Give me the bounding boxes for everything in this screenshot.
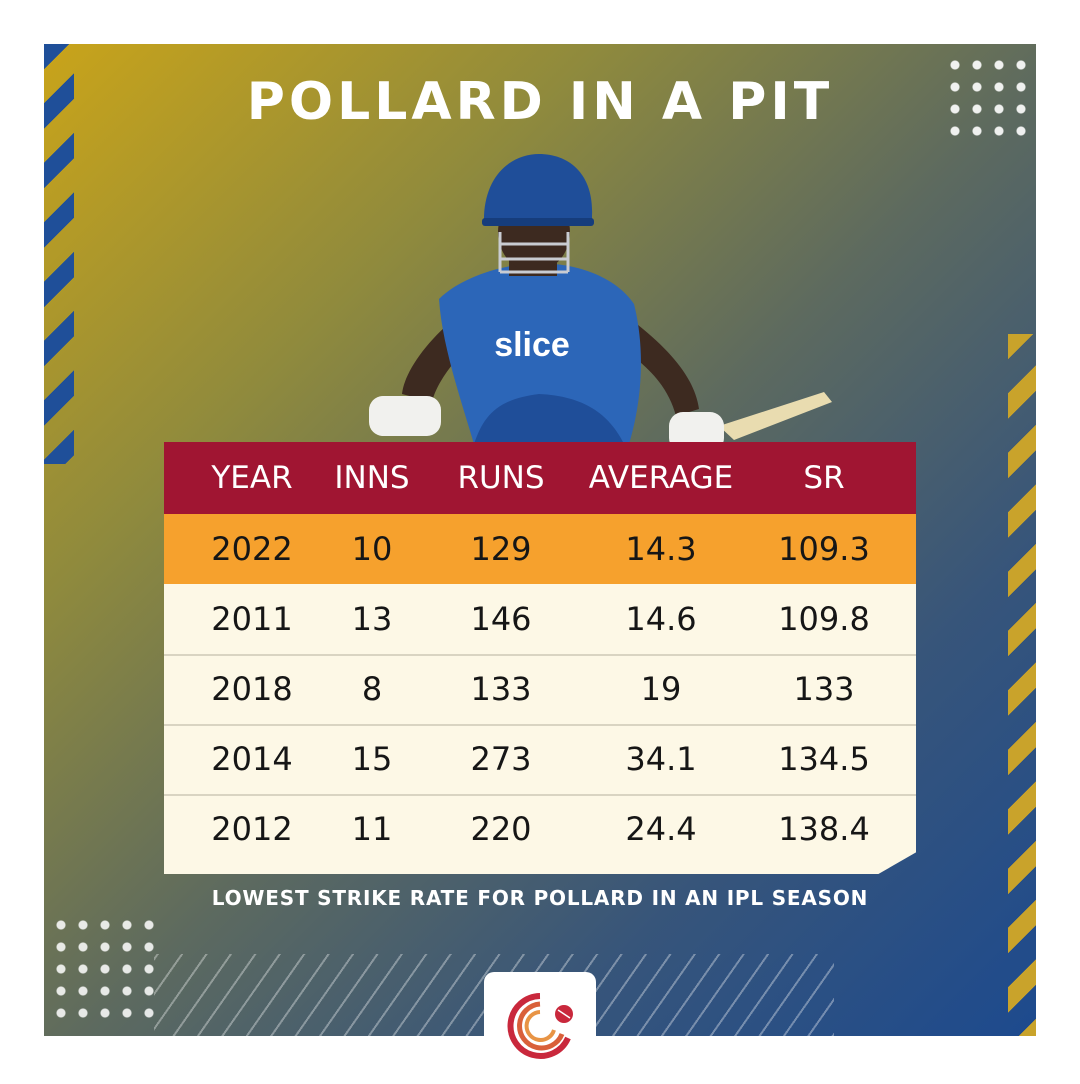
- page-title: POLLARD IN A PIT: [246, 72, 834, 132]
- table-cell-runs: 129: [470, 530, 532, 568]
- table-cell-inns: 8: [361, 670, 383, 708]
- table-cell-average: 14.3: [625, 530, 697, 568]
- table-cell-runs: 273: [470, 740, 532, 778]
- table-row: 2014 15 273 34.1 134.5: [164, 724, 916, 796]
- table-cell-inns: 10: [351, 530, 393, 568]
- table-cell-average: 24.4: [625, 810, 697, 848]
- brand-logo: [484, 972, 596, 1080]
- table-cell-sr: 138.4: [778, 810, 870, 848]
- table-cell-sr: 109.3: [778, 530, 870, 568]
- table-cell-average: 14.6: [625, 600, 697, 638]
- table-header-row: YEAR INNS RUNS AVERAGE SR: [164, 442, 916, 514]
- table-cell-runs: 146: [470, 600, 532, 638]
- dots-decoration-top-right: [944, 54, 1032, 142]
- table-cell-year: 2012: [211, 810, 293, 848]
- table-row: 2011 13 146 14.6 109.8: [164, 584, 916, 656]
- table-cell-sr: 109.8: [778, 600, 870, 638]
- stats-table: YEAR INNS RUNS AVERAGE SR 2022 10 129 14…: [164, 442, 916, 874]
- infographic-card: POLLARD IN A PIT slice: [44, 44, 1036, 1036]
- header-year: YEAR: [211, 460, 293, 496]
- player-photo: slice: [369, 154, 832, 444]
- header-sr: SR: [803, 460, 845, 496]
- table-cell-average: 19: [640, 670, 682, 708]
- table-caption: LOWEST STRIKE RATE FOR POLLARD IN AN IPL…: [211, 886, 869, 910]
- table-row: 2022 10 129 14.3 109.3: [164, 514, 916, 584]
- table-cell-year: 2018: [211, 670, 293, 708]
- table-cell-average: 34.1: [625, 740, 697, 778]
- table-cell-runs: 133: [470, 670, 532, 708]
- bat-icon: [719, 392, 832, 440]
- table-row: 2018 8 133 19 133: [164, 654, 916, 726]
- table-cell-runs: 220: [470, 810, 532, 848]
- table-cell-inns: 15: [351, 740, 393, 778]
- table-cell-sr: 134.5: [778, 740, 870, 778]
- table-cell-year: 2022: [211, 530, 293, 568]
- table-cell-inns: 11: [351, 810, 393, 848]
- header-inns: INNS: [334, 460, 410, 496]
- right-stripes-decoration: [1008, 334, 1036, 1036]
- left-stripes-decoration: [44, 44, 74, 464]
- table-cell-year: 2011: [211, 600, 293, 638]
- cricket-ball-logo-icon: [507, 993, 573, 1059]
- table-cell-sr: 133: [793, 670, 855, 708]
- header-average: AVERAGE: [588, 460, 734, 496]
- header-runs: RUNS: [457, 460, 545, 496]
- dots-decoration-bottom-left: [50, 914, 160, 1024]
- svg-text:slice: slice: [494, 326, 570, 364]
- table-cell-inns: 13: [351, 600, 393, 638]
- table-row: 2012 11 220 24.4 138.4: [164, 794, 916, 864]
- table-cell-year: 2014: [211, 740, 293, 778]
